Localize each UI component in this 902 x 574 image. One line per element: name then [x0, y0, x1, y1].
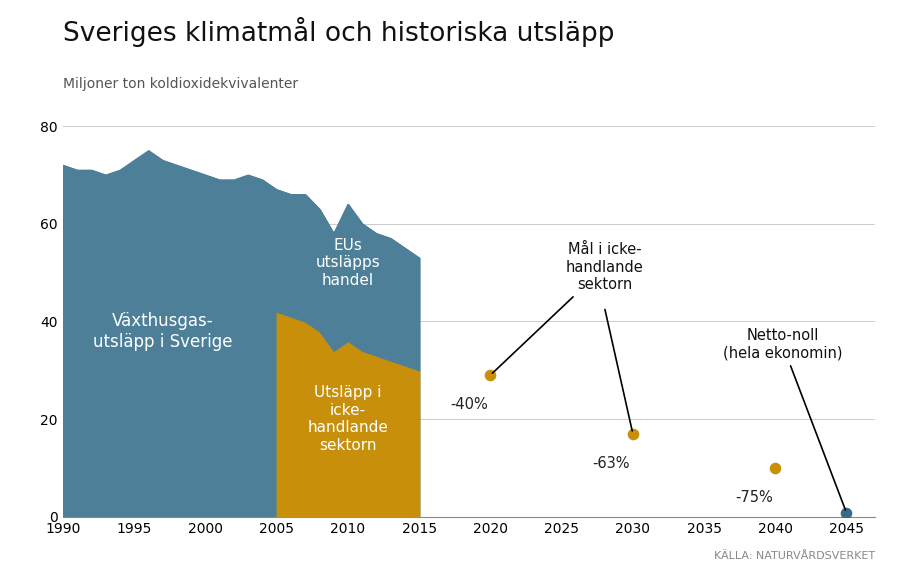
- Point: [483, 371, 498, 380]
- Point: [626, 429, 640, 439]
- Text: Sveriges klimatmål och historiska utsläpp: Sveriges klimatmål och historiska utsläp…: [63, 17, 614, 47]
- Text: Växthusgas-
utsläpp i Sverige: Växthusgas- utsläpp i Sverige: [93, 312, 233, 351]
- Text: Utsläpp i
icke-
handlande
sektorn: Utsläpp i icke- handlande sektorn: [308, 385, 389, 453]
- Text: -63%: -63%: [593, 456, 630, 471]
- Point: [768, 463, 782, 472]
- Point: [839, 508, 853, 517]
- Text: -40%: -40%: [450, 397, 488, 412]
- Text: Mål i icke-
handlande
sektorn: Mål i icke- handlande sektorn: [492, 242, 643, 373]
- Text: Netto-noll
(hela ekonomin): Netto-noll (hela ekonomin): [723, 328, 845, 510]
- Text: KÄLLA: NATURVÅRDSVERKET: KÄLLA: NATURVÅRDSVERKET: [713, 552, 875, 561]
- Text: EUs
utsläpps
handel: EUs utsläpps handel: [316, 238, 381, 288]
- Text: Miljoner ton koldioxidekvivalenter: Miljoner ton koldioxidekvivalenter: [63, 77, 299, 91]
- Text: -75%: -75%: [735, 490, 773, 505]
